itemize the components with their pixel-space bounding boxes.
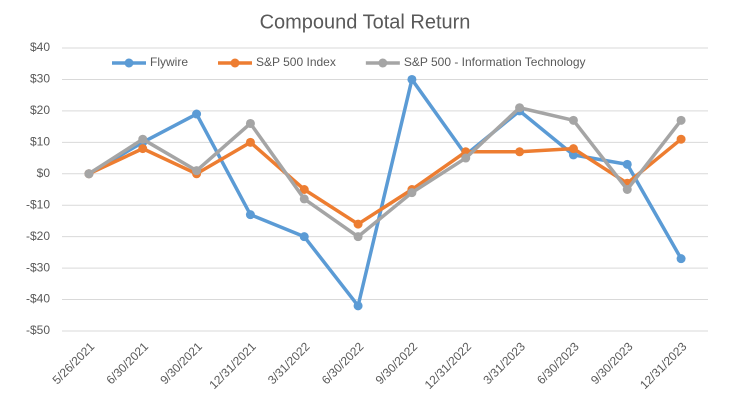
data-point [192,166,202,176]
y-tick-label: -$10 [26,197,50,211]
x-tick-label: 6/30/2023 [534,339,582,387]
data-point [676,254,686,264]
data-point [568,150,578,160]
data-point [407,74,417,84]
data-point [515,103,525,113]
x-tick-label: 9/30/2023 [588,339,636,387]
data-point [299,194,309,204]
data-point [192,109,202,119]
y-tick-label: -$20 [26,229,50,243]
legend-marker [230,58,240,68]
x-tick-label: 3/31/2022 [265,339,313,387]
series-line [88,77,683,308]
x-tick-label: 12/31/2022 [422,339,475,392]
data-point [138,144,148,154]
y-tick-label: -$40 [26,292,50,306]
data-point [245,118,255,128]
x-tick-label: 6/30/2021 [103,339,151,387]
series-line [87,105,683,239]
x-tick-label: 12/31/2021 [206,339,259,392]
y-tick-label: -$30 [26,260,50,274]
x-tick-label: 9/30/2022 [373,339,421,387]
data-point [299,185,309,194]
legend-label: S&P 500 - Information Technology [404,55,586,69]
legend-marker [378,58,388,68]
legend-marker [124,58,134,68]
data-point [353,219,363,229]
data-point [84,169,94,179]
y-tick-label: $40 [30,40,50,54]
series-line [88,137,683,226]
y-tick-label: $0 [37,166,51,180]
data-point [622,159,632,169]
x-tick-label: 6/30/2022 [319,339,367,387]
y-tick-label: $10 [30,135,50,149]
data-point [622,185,632,194]
x-tick-label: 5/26/2021 [50,339,98,387]
data-point [407,188,417,198]
data-point [138,134,148,144]
data-point [676,115,686,125]
chart-title: Compound Total Return [260,11,471,33]
data-point [461,153,471,163]
data-point [245,210,255,220]
data-point [515,147,525,157]
data-point [353,232,363,242]
y-tick-label: $30 [30,72,50,86]
x-tick-label: 12/31/2023 [637,339,690,392]
data-point [568,115,578,125]
data-point [353,301,363,311]
data-point [676,134,686,144]
legend-label: S&P 500 Index [256,55,336,69]
data-point [245,137,255,147]
data-point [568,144,578,154]
x-tick-label: 9/30/2021 [157,339,205,387]
y-tick-label: $20 [30,103,50,117]
legend-label: Flywire [150,55,188,69]
y-tick-label: -$50 [26,323,50,337]
data-point [299,232,309,242]
x-tick-label: 3/31/2023 [480,339,528,387]
